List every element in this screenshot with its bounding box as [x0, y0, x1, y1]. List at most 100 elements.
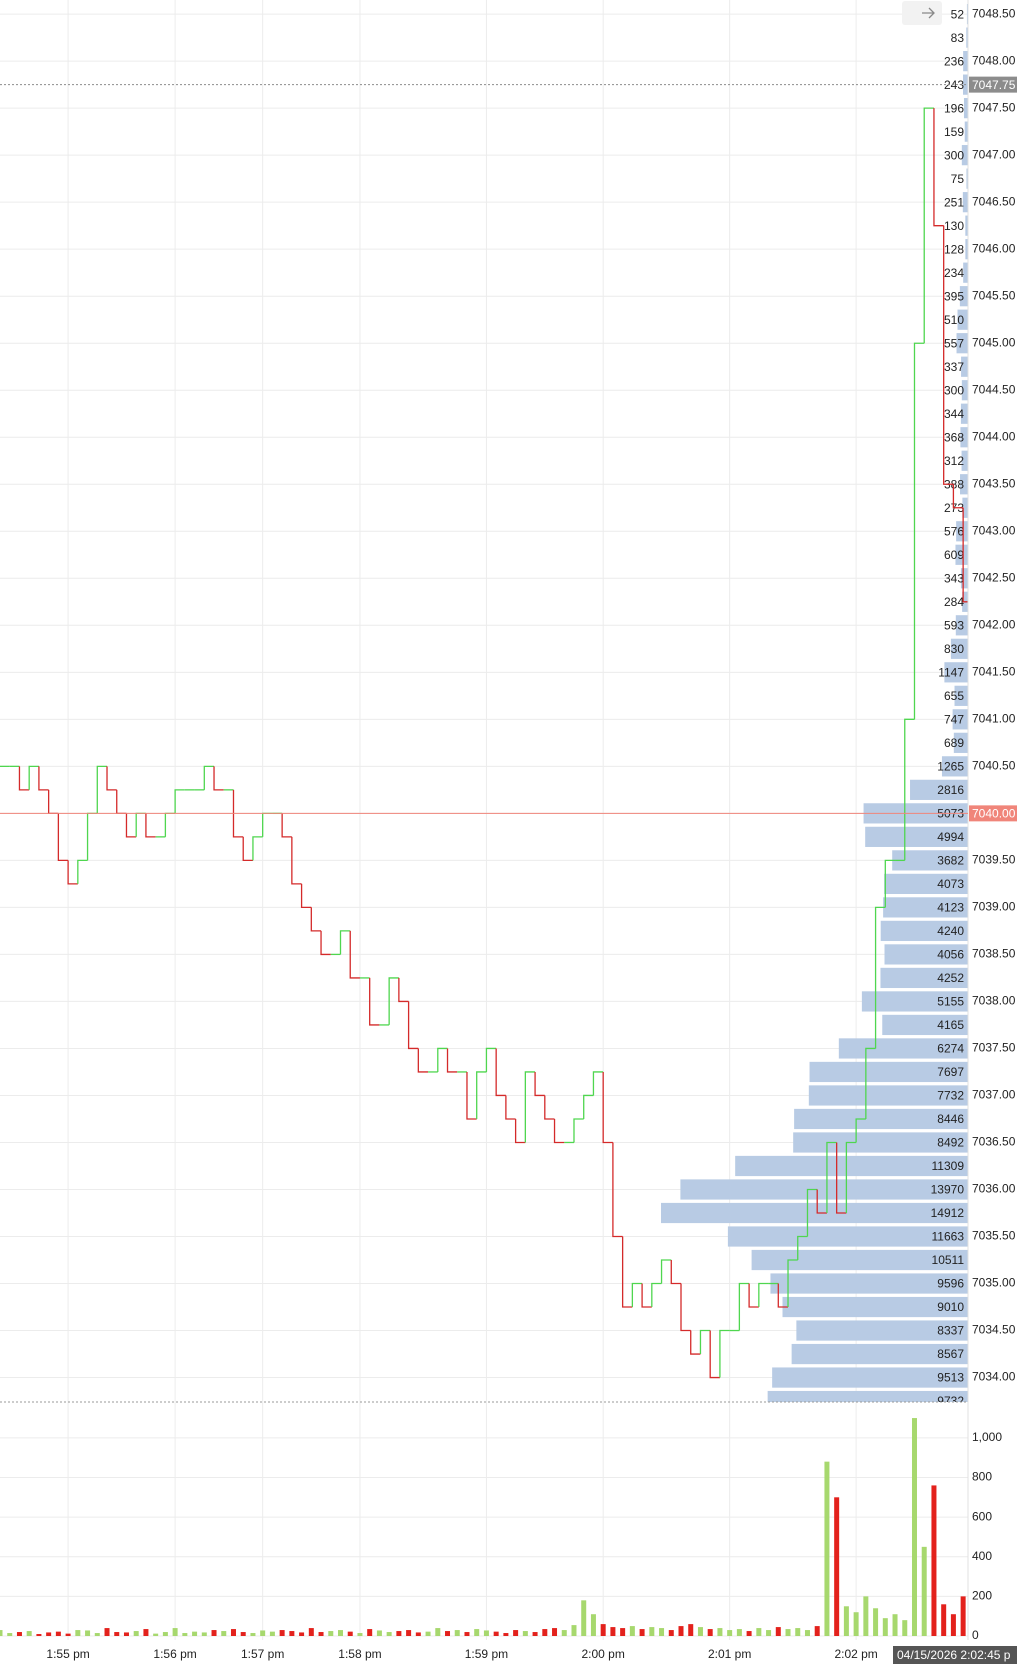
price-step [242, 836, 253, 862]
volume-bar [522, 1631, 528, 1636]
profile-label: 609 [944, 548, 964, 562]
profile-label: 4056 [937, 948, 964, 962]
profile-bar [880, 920, 968, 942]
volume-bar [688, 1624, 694, 1636]
volume-bar [775, 1627, 781, 1636]
price-step [320, 930, 331, 956]
profile-label: 9596 [937, 1277, 964, 1291]
y-tick-label: 7037.00 [972, 1088, 1016, 1102]
y-tick-label: 7038.50 [972, 947, 1016, 961]
price-line-box [969, 805, 1017, 822]
price-line [0, 107, 968, 1379]
price-step [748, 1283, 759, 1308]
profile-label: 312 [944, 454, 964, 468]
profile-bar [962, 192, 968, 213]
y-tick-label: 7044.50 [972, 382, 1016, 396]
profile-label: 300 [944, 148, 964, 162]
volume-bar [639, 1629, 645, 1636]
y-tick-label: 7036.50 [972, 1135, 1016, 1149]
price-step [495, 1048, 506, 1097]
volume-bar [46, 1632, 52, 1636]
volume-bar [931, 1485, 937, 1636]
profile-bar [727, 1226, 968, 1247]
price-step [77, 859, 88, 884]
volume-bar [406, 1630, 412, 1636]
volume-bar [260, 1630, 266, 1636]
price-step [660, 1259, 672, 1284]
price-step [310, 907, 322, 932]
y-tick-label: 7045.00 [972, 335, 1016, 349]
volume-bar [454, 1630, 460, 1636]
profile-bar [884, 944, 968, 965]
profile-label: 747 [944, 713, 964, 727]
price-step [485, 1047, 497, 1072]
price-step [86, 812, 98, 861]
price-step [291, 836, 302, 885]
price-step [417, 1048, 429, 1073]
profile-bar [961, 450, 968, 471]
profile-label: 234 [944, 266, 964, 280]
profile-label: 388 [944, 477, 964, 491]
price-step [621, 1236, 633, 1308]
volume-bar [7, 1633, 13, 1636]
volume-bar [26, 1631, 32, 1636]
y-tick-label: 7048.50 [972, 6, 1016, 20]
profile-label: 243 [944, 78, 964, 92]
volume-bar [843, 1606, 849, 1636]
profile-bar [965, 215, 968, 236]
profile-bar [963, 98, 968, 119]
profile-label: 8337 [937, 1324, 964, 1338]
profile-label: 8492 [937, 1136, 964, 1150]
profile-bar [770, 1273, 968, 1294]
profile-bar [965, 239, 968, 260]
profile-label: 9010 [937, 1300, 964, 1314]
y-tick-label: 7041.00 [972, 712, 1016, 726]
profile-label: 557 [944, 336, 964, 350]
x-tick-label: 2:02 pm [834, 1647, 877, 1661]
price-step [855, 1118, 866, 1143]
volume-tick-label: 600 [972, 1509, 992, 1523]
profile-bar [950, 638, 968, 659]
profile-label: 4165 [937, 1018, 964, 1032]
volume-bar [513, 1630, 519, 1636]
volume-bar [503, 1633, 509, 1636]
profile-bar [861, 991, 968, 1012]
volume-bar [882, 1618, 888, 1636]
volume-bar [581, 1600, 587, 1636]
profile-bar [952, 709, 968, 730]
profile-bar [796, 1320, 968, 1341]
x-tick-label: 2:00 pm [581, 1647, 624, 1661]
y-tick-label: 7042.50 [972, 570, 1016, 584]
profile-label: 689 [944, 736, 964, 750]
x-tick-label: 1:55 pm [46, 1647, 89, 1661]
volume-bar [727, 1630, 733, 1636]
volume-bar [464, 1632, 470, 1636]
price-step [836, 1142, 847, 1214]
volume-bar [192, 1631, 198, 1636]
profile-label: 830 [944, 642, 964, 656]
y-tick-label: 7047.50 [972, 100, 1016, 114]
volume-bar [85, 1630, 91, 1636]
y-tick-label: 7048.00 [972, 53, 1016, 67]
price-step [232, 789, 244, 838]
profile-bar [964, 121, 968, 142]
volume-bar [182, 1633, 188, 1636]
profile-label: 300 [944, 383, 964, 397]
volume-bar [104, 1628, 110, 1636]
price-step [174, 789, 185, 814]
profile-bar [961, 380, 968, 401]
y-tick-label: 7042.00 [972, 617, 1016, 631]
price-step [680, 1283, 691, 1332]
price-step [96, 765, 108, 814]
volume-bar [542, 1629, 548, 1636]
volume-bar [532, 1632, 538, 1636]
profile-label: 337 [944, 360, 964, 374]
volume-bar [338, 1630, 344, 1636]
profile-bar [892, 850, 968, 871]
price-line-box [969, 76, 1017, 93]
profile-label: 4994 [937, 830, 964, 844]
profile-label: 284 [944, 595, 964, 609]
volume-bar [114, 1632, 120, 1636]
